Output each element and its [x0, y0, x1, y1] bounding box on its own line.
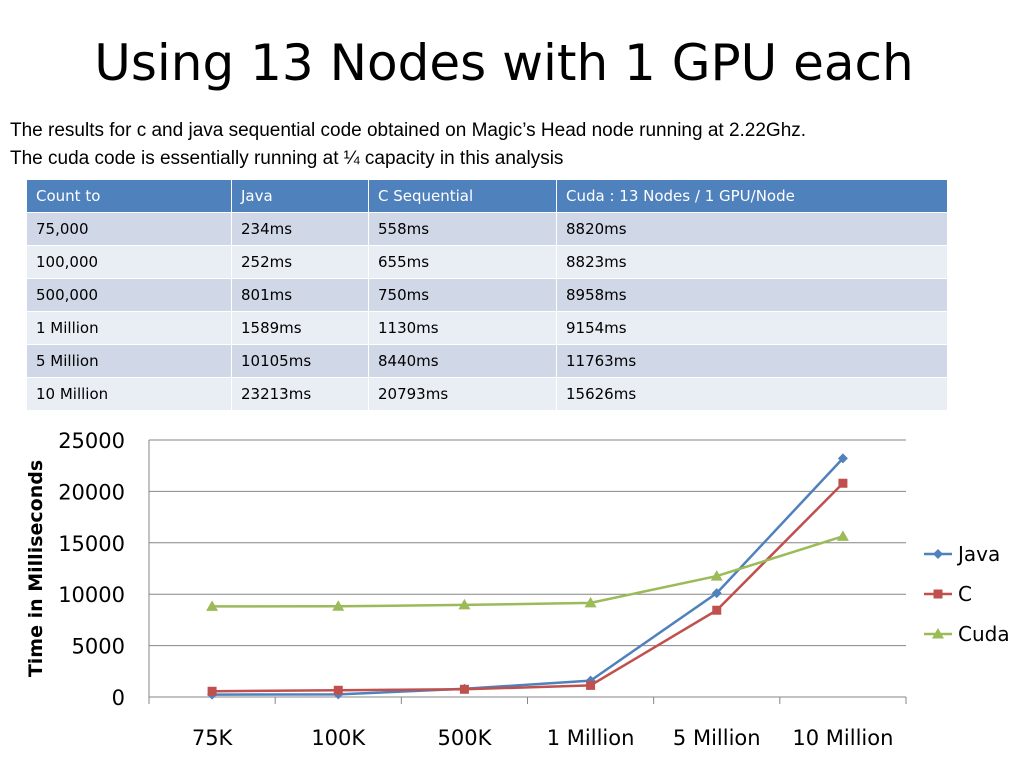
x-tick-label: 10 Million	[792, 726, 893, 750]
data-point-cuda	[206, 600, 219, 611]
x-tick-label: 100K	[311, 726, 366, 750]
table-row: 5 Million 10105ms 8440ms 11763ms	[26, 344, 948, 378]
cell-c: 1130ms	[368, 311, 557, 345]
header-java: Java	[231, 179, 369, 213]
data-point-c	[838, 478, 848, 488]
cell-cuda: 8823ms	[556, 245, 948, 279]
table-row: 500,000 801ms 750ms 8958ms	[26, 278, 948, 312]
cell-cuda: 8820ms	[556, 212, 948, 246]
x-tick-label: 1 Million	[547, 726, 635, 750]
data-point-c	[333, 685, 343, 695]
cell-c: 558ms	[368, 212, 557, 246]
results-table: Count to Java C Sequential Cuda : 13 Nod…	[26, 179, 948, 411]
table-header-row: Count to Java C Sequential Cuda : 13 Nod…	[26, 179, 948, 213]
data-point-c	[586, 680, 596, 690]
x-tick-label: 5 Million	[673, 726, 761, 750]
cell-cuda: 9154ms	[556, 311, 948, 345]
header-c-sequential: C Sequential	[368, 179, 557, 213]
data-point-cuda	[836, 530, 849, 541]
y-tick-label: 0	[112, 686, 125, 710]
x-tick-label: 75K	[192, 726, 234, 750]
cell-java: 234ms	[231, 212, 369, 246]
y-tick-label: 20000	[58, 480, 125, 504]
header-count-to: Count to	[26, 179, 232, 213]
table-row: 100,000 252ms 655ms 8823ms	[26, 245, 948, 279]
data-point-c	[207, 686, 217, 696]
table-row: 10 Million 23213ms 20793ms 15626ms	[26, 377, 948, 411]
table-row: 1 Million 1589ms 1130ms 9154ms	[26, 311, 948, 345]
cell-java: 1589ms	[231, 311, 369, 345]
data-point-java	[711, 588, 722, 599]
cell-java: 23213ms	[231, 377, 369, 411]
cell-count: 500,000	[26, 278, 232, 312]
series-line-c	[212, 482, 844, 693]
cell-c: 8440ms	[368, 344, 557, 378]
y-tick-label: 25000	[58, 429, 125, 453]
intro-line-1: The results for c and java sequential co…	[10, 120, 807, 141]
data-point-cuda	[458, 598, 471, 610]
data-point-cuda	[710, 570, 723, 581]
table-row: 75,000 234ms 558ms 8820ms	[26, 212, 948, 246]
legend-marker-c	[933, 589, 943, 599]
legend-marker-java	[933, 549, 943, 559]
slide-title: Using 13 Nodes with 1 GPU each	[94, 34, 914, 92]
data-point-cuda	[332, 600, 345, 611]
cell-c: 20793ms	[368, 377, 557, 411]
legend-label-cuda: Cuda	[958, 622, 1010, 646]
y-tick-label: 10000	[58, 583, 125, 607]
cell-c: 750ms	[368, 278, 557, 312]
cell-count: 100,000	[26, 245, 232, 279]
series-line-cuda	[212, 535, 844, 608]
cell-count: 75,000	[26, 212, 232, 246]
cell-java: 10105ms	[231, 344, 369, 378]
intro-line-2: The cuda code is essentially running at …	[10, 148, 564, 169]
data-point-java	[837, 453, 848, 464]
data-point-c	[712, 605, 722, 615]
legend-label-java: Java	[956, 542, 1000, 566]
data-point-c	[459, 684, 469, 694]
x-tick-label: 500K	[437, 726, 492, 750]
legend-marker-cuda	[932, 628, 944, 639]
cell-count: 1 Million	[26, 311, 232, 345]
intro-text: The results for c and java sequential co…	[10, 117, 1010, 173]
cell-c: 655ms	[368, 245, 557, 279]
cell-cuda: 8958ms	[556, 278, 948, 312]
cell-count: 10 Million	[26, 377, 232, 411]
cell-cuda: 11763ms	[556, 344, 948, 378]
cell-java: 801ms	[231, 278, 369, 312]
line-chart: 0 5000 10000 15000 20000 25000 75K 100K 500K 1 Mi…	[25, 429, 1010, 750]
cell-java: 252ms	[231, 245, 369, 279]
y-axis-label: Time in Milliseconds	[25, 460, 47, 677]
cell-cuda: 15626ms	[556, 377, 948, 411]
data-point-cuda	[584, 596, 597, 608]
legend-label-c: C	[958, 582, 972, 606]
header-cuda: Cuda : 13 Nodes / 1 GPU/Node	[556, 179, 948, 213]
y-tick-label: 5000	[72, 635, 125, 659]
series-line-java	[212, 457, 844, 696]
cell-count: 5 Million	[26, 344, 232, 378]
y-tick-label: 15000	[58, 532, 125, 556]
